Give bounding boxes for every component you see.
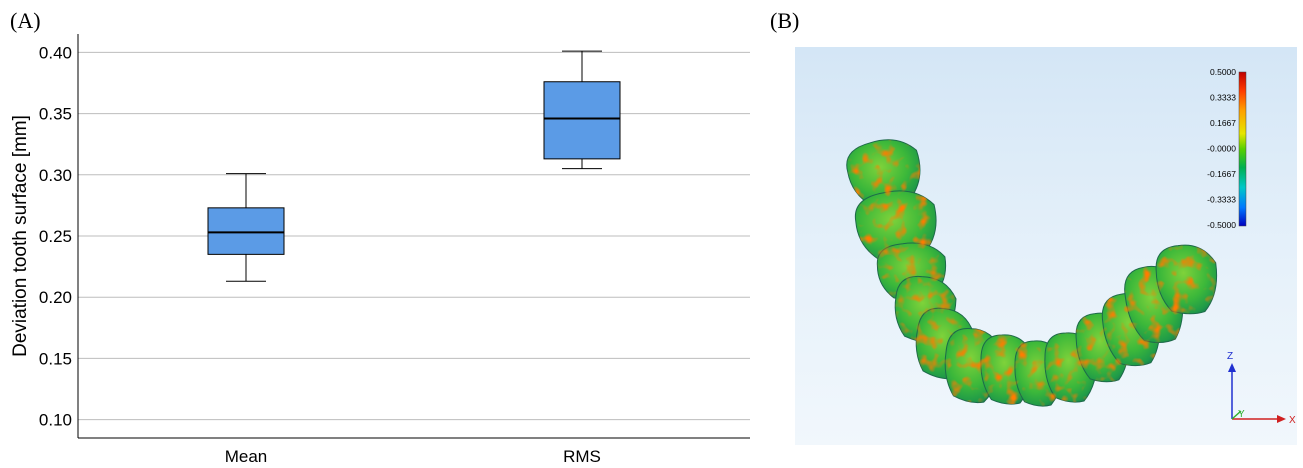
y-tick-label: 0.20 xyxy=(39,288,72,307)
color-scale-label: -0.1667 xyxy=(1207,169,1236,179)
box-rms xyxy=(543,50,621,170)
y-axis-label: Y xyxy=(1238,409,1245,420)
axes xyxy=(77,34,750,439)
box-mean xyxy=(207,173,285,282)
x-category-label: Mean xyxy=(225,447,268,466)
panel-label-a: (A) xyxy=(10,8,41,33)
color-scale-label: 0.1667 xyxy=(1210,118,1236,128)
iqr-box xyxy=(207,207,285,255)
y-tick-label: 0.10 xyxy=(39,411,72,430)
grid-lines xyxy=(78,51,750,421)
color-scale-bar: 0.5000 0.3333 0.1667 -0.0000 -0.1667 -0.3333 -… xyxy=(1207,67,1247,230)
tooth-hotspot xyxy=(855,190,937,260)
x-category-labels: Mean RMS xyxy=(225,447,601,466)
deviation-hotspots xyxy=(846,139,1217,407)
color-scale-label: -0.5000 xyxy=(1207,220,1236,230)
color-scale-label: 0.3333 xyxy=(1210,93,1236,103)
y-tick-label: 0.30 xyxy=(39,166,72,185)
color-scale-label: 0.5000 xyxy=(1210,67,1236,77)
tooth-hotspot xyxy=(1156,245,1217,314)
boxes xyxy=(207,50,621,282)
coordinate-axes-icon: Z X Y xyxy=(1227,351,1296,426)
y-tick-label: 0.35 xyxy=(39,105,72,124)
y-tick-label: 0.25 xyxy=(39,227,72,246)
tooth-hotspot xyxy=(846,139,920,206)
color-scale-label: -0.3333 xyxy=(1207,195,1236,205)
box-plot-chart: 0.10 0.15 0.20 0.25 0.30 0.35 0.40 Mean RMS Dev… xyxy=(10,34,750,466)
y-axis-title: Deviation tooth surface [mm] xyxy=(10,115,31,357)
x-category-label: RMS xyxy=(563,447,601,466)
panel-label-b: (B) xyxy=(770,8,800,33)
y-tick-label: 0.15 xyxy=(39,349,72,368)
color-scale-label: -0.0000 xyxy=(1207,144,1236,154)
y-tick-labels: 0.10 0.15 0.20 0.25 0.30 0.35 0.40 xyxy=(39,43,72,429)
deviation-map-render: 0.5000 0.3333 0.1667 -0.0000 -0.1667 -0.3333 -… xyxy=(795,47,1297,445)
z-axis-label: Z xyxy=(1227,351,1233,362)
y-tick-label: 0.40 xyxy=(39,43,72,62)
x-axis-label: X xyxy=(1289,415,1296,426)
iqr-box xyxy=(543,81,621,160)
